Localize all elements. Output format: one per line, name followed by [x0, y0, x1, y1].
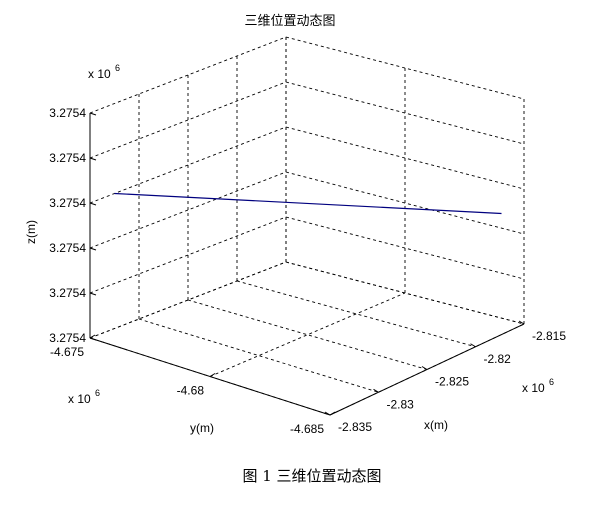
- z-tick: [89, 112, 97, 116]
- wall-grid-z: [285, 36, 525, 100]
- trajectory-line: [114, 192, 502, 215]
- x-multiplier-base: x 10: [522, 381, 545, 395]
- series-lines: [114, 192, 502, 215]
- x-tick: [373, 388, 379, 393]
- wall-grid-z: [285, 216, 525, 280]
- z-tick-label: 3.2754: [49, 196, 86, 210]
- z-tick: [89, 202, 97, 206]
- z-tick-label: 3.2754: [49, 151, 86, 165]
- z-tick-label: 3.2754: [49, 106, 86, 120]
- floor-grid-y: [209, 292, 406, 377]
- x-tick: [421, 366, 428, 370]
- z-tick-label: 3.2754: [49, 286, 86, 300]
- wall-grid-z: [89, 81, 287, 159]
- y-tick-label: -4.685: [290, 422, 324, 436]
- x-tick-label: -2.815: [532, 329, 566, 343]
- x-multiplier: x 10 6: [522, 377, 554, 395]
- x-tick-label: -2.83: [387, 397, 415, 411]
- z-multiplier-base: x 10: [88, 67, 111, 81]
- x-tick: [324, 411, 331, 416]
- x-tick: [518, 320, 525, 325]
- y-tick: [89, 334, 96, 339]
- floor-grid-x: [236, 280, 476, 348]
- wall-grid-z: [285, 81, 525, 145]
- x-tick-label: -2.835: [338, 420, 372, 434]
- y-multiplier-base: x 10: [68, 392, 91, 406]
- wall-grid-z: [89, 216, 287, 294]
- y-tick: [209, 373, 216, 377]
- z-tick-label: 3.2754: [49, 331, 86, 345]
- y-tick-label: -4.675: [50, 345, 84, 359]
- y-tick: [329, 411, 336, 416]
- z-multiplier-exponent: 6: [115, 63, 120, 73]
- y-multiplier-exponent: 6: [95, 388, 100, 398]
- grid-lines: [89, 36, 525, 416]
- y-axis-label: y(m): [190, 421, 214, 435]
- wall-grid-z: [89, 261, 287, 339]
- figure-caption: 图 1 三维位置动态图: [242, 467, 381, 485]
- wall-grid-z: [89, 36, 287, 114]
- z-tick: [89, 157, 97, 161]
- x-axis-label: x(m): [424, 418, 448, 432]
- wall-grid-z: [89, 171, 287, 249]
- x-tick: [470, 343, 476, 348]
- wall-grid-z: [285, 126, 525, 190]
- chart-title: 三维位置动态图: [244, 14, 335, 29]
- x-multiplier-exponent: 6: [549, 377, 554, 387]
- z-multiplier: x 10 6: [88, 63, 120, 81]
- wall-grid-z: [89, 126, 287, 204]
- z-tick-label: 3.2754: [49, 241, 86, 255]
- floor-grid-x: [138, 318, 379, 393]
- x-tick-label: -2.82: [484, 352, 512, 366]
- z-tick: [89, 247, 97, 251]
- floor-grid-x: [187, 299, 428, 370]
- tick-labels: 3.27543.27543.27543.27543.27543.2754-4.6…: [49, 106, 566, 436]
- y-tick-label: -4.68: [177, 384, 205, 398]
- y-multiplier: x 10 6: [68, 388, 100, 406]
- z-axis-label: z(m): [24, 220, 38, 244]
- wall-grid-z: [285, 261, 525, 325]
- axes: [89, 112, 525, 416]
- z-tick: [89, 292, 97, 296]
- z-tick: [89, 337, 97, 341]
- wall-grid-z: [285, 171, 525, 235]
- x-tick-label: -2.825: [435, 375, 469, 389]
